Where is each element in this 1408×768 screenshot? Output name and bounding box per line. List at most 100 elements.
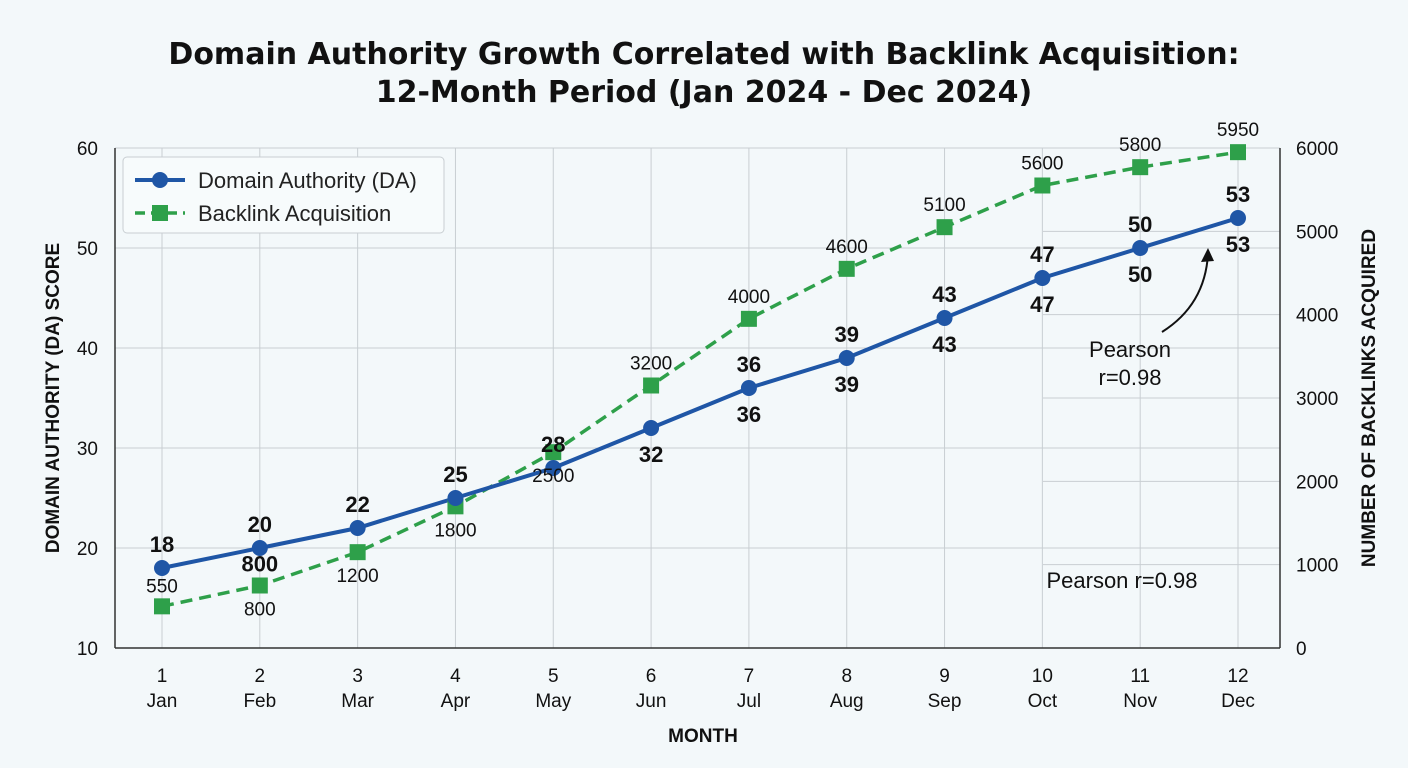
- x-tick-month-label: Jan: [147, 691, 178, 712]
- da-series-line: [161, 216, 1239, 570]
- y-left-tick-label: 50: [77, 239, 98, 260]
- da-data-label-below: 53: [1226, 232, 1250, 257]
- backlink-data-label: 1200: [336, 566, 378, 587]
- da-data-label-below: 32: [639, 442, 663, 467]
- da-data-label-above: 25: [443, 462, 467, 487]
- da-marker: [1132, 240, 1149, 256]
- x-tick-label: 1: [157, 666, 168, 687]
- da-marker: [545, 460, 562, 476]
- da-data-label-above: 53: [1226, 182, 1250, 207]
- x-tick-label: 12: [1227, 666, 1248, 687]
- x-tick-label: 6: [646, 666, 657, 687]
- backlink-marker: [643, 377, 660, 394]
- x-tick-label: 11: [1130, 666, 1150, 687]
- y-left-axis-title: DOMAIN AUTHORITY (DA) SCORE: [43, 243, 64, 553]
- da-marker: [740, 380, 757, 396]
- x-tick-month-label: Feb: [243, 691, 276, 712]
- y-right-tick-label: 5000: [1296, 222, 1338, 243]
- da-data-label-above: 20: [248, 512, 272, 537]
- pearson-annotation-line1: Pearson: [1089, 337, 1171, 362]
- da-marker: [349, 520, 366, 536]
- backlink-data-label-bold: 800: [241, 552, 278, 577]
- backlink-data-label: 3200: [630, 354, 672, 375]
- backlink-data-label: 800: [244, 600, 276, 621]
- backlink-marker: [1034, 177, 1051, 194]
- x-tick-month-label: May: [535, 691, 571, 712]
- backlink-data-label: 1800: [434, 520, 476, 541]
- pearson-box-label: Pearson r=0.98: [1046, 568, 1197, 593]
- y-left-tick-label: 10: [77, 639, 98, 660]
- chart-title-line2: 12-Month Period (Jan 2024 - Dec 2024): [375, 75, 1033, 110]
- backlink-marker: [154, 598, 170, 615]
- da-marker: [447, 490, 464, 506]
- x-tick-label: 8: [841, 666, 852, 687]
- pearson-arrow-head: [1201, 248, 1214, 262]
- y-right-tick-label: 6000: [1296, 139, 1338, 160]
- da-data-label-below: 47: [1030, 292, 1054, 317]
- backlink-marker: [1230, 144, 1246, 161]
- da-data-label-below: 43: [932, 332, 956, 357]
- da-marker: [838, 350, 855, 366]
- backlink-series-line: [161, 150, 1239, 609]
- da-marker: [1230, 210, 1246, 226]
- backlink-data-label: 5800: [1119, 135, 1161, 156]
- x-tick-month-label: Dec: [1221, 691, 1255, 712]
- da-data-label-above: 36: [737, 352, 761, 377]
- y-right-tick-label: 0: [1296, 639, 1307, 660]
- da-data-label-above: 39: [834, 322, 858, 347]
- backlink-data-label: 2500: [532, 466, 574, 487]
- da-data-label-above: 47: [1030, 242, 1054, 267]
- legend-da-swatch-marker: [152, 172, 168, 188]
- y-left-tick-label: 40: [77, 339, 98, 360]
- x-tick-label: 10: [1032, 666, 1053, 687]
- x-tick-month-label: Mar: [341, 691, 374, 712]
- backlink-data-label: 5950: [1217, 120, 1259, 141]
- x-tick-month-label: Jun: [636, 691, 667, 712]
- y-right-axis-title: NUMBER OF BACKLINKS ACQUIRED: [1359, 229, 1380, 567]
- da-data-label-above: 43: [932, 282, 956, 307]
- legend-box: [122, 156, 445, 234]
- y-right-tick-label: 1000: [1296, 556, 1338, 577]
- pearson-arrow-path: [1161, 253, 1209, 333]
- da-marker: [936, 310, 953, 326]
- x-tick-month-label: Sep: [928, 691, 962, 712]
- x-tick-label: 7: [744, 666, 755, 687]
- x-tick-label: 5: [548, 666, 559, 687]
- y-right-tick-label: 4000: [1296, 306, 1338, 327]
- chart-title: Domain Authority Growth Correlated with …: [0, 36, 1408, 112]
- x-tick-month-label: Jul: [737, 691, 761, 712]
- da-marker: [251, 540, 268, 556]
- backlink-marker: [545, 444, 562, 461]
- da-data-label-below: 39: [834, 372, 858, 397]
- da-data-label-above: 50: [1128, 212, 1152, 237]
- x-tick-month-label: Apr: [441, 691, 471, 712]
- backlink-marker: [349, 544, 366, 561]
- da-data-label-below: 36: [737, 402, 761, 427]
- backlink-marker: [1132, 159, 1149, 176]
- x-tick-month-label: Aug: [830, 691, 864, 712]
- x-tick-month-label: Oct: [1028, 691, 1058, 712]
- y-right-tick-label: 3000: [1296, 389, 1338, 410]
- backlink-data-label: 5100: [923, 195, 965, 216]
- x-axis-title: MONTH: [668, 726, 738, 747]
- legend-backlink-swatch-marker: [152, 205, 168, 221]
- backlink-marker: [838, 260, 855, 277]
- da-data-label-above: 22: [345, 492, 369, 517]
- legend-backlink-label: Backlink Acquisition: [198, 201, 391, 226]
- x-tick-label: 3: [352, 666, 363, 687]
- backlink-data-label: 4000: [728, 287, 770, 308]
- y-right-tick-label: 2000: [1296, 472, 1338, 493]
- legend-da-label: Domain Authority (DA): [198, 168, 417, 193]
- x-tick-label: 2: [255, 666, 266, 687]
- y-left-tick-label: 20: [77, 539, 98, 560]
- x-tick-label: 4: [450, 666, 461, 687]
- backlink-data-label: 5600: [1021, 154, 1063, 175]
- pearson-annotation-line2: r=0.98: [1099, 365, 1162, 390]
- backlink-marker: [251, 577, 268, 594]
- da-data-label-above: 18: [150, 532, 174, 557]
- y-left-tick-label: 60: [77, 139, 98, 160]
- y-left-tick-label: 30: [77, 439, 98, 460]
- x-tick-label: 9: [939, 666, 950, 687]
